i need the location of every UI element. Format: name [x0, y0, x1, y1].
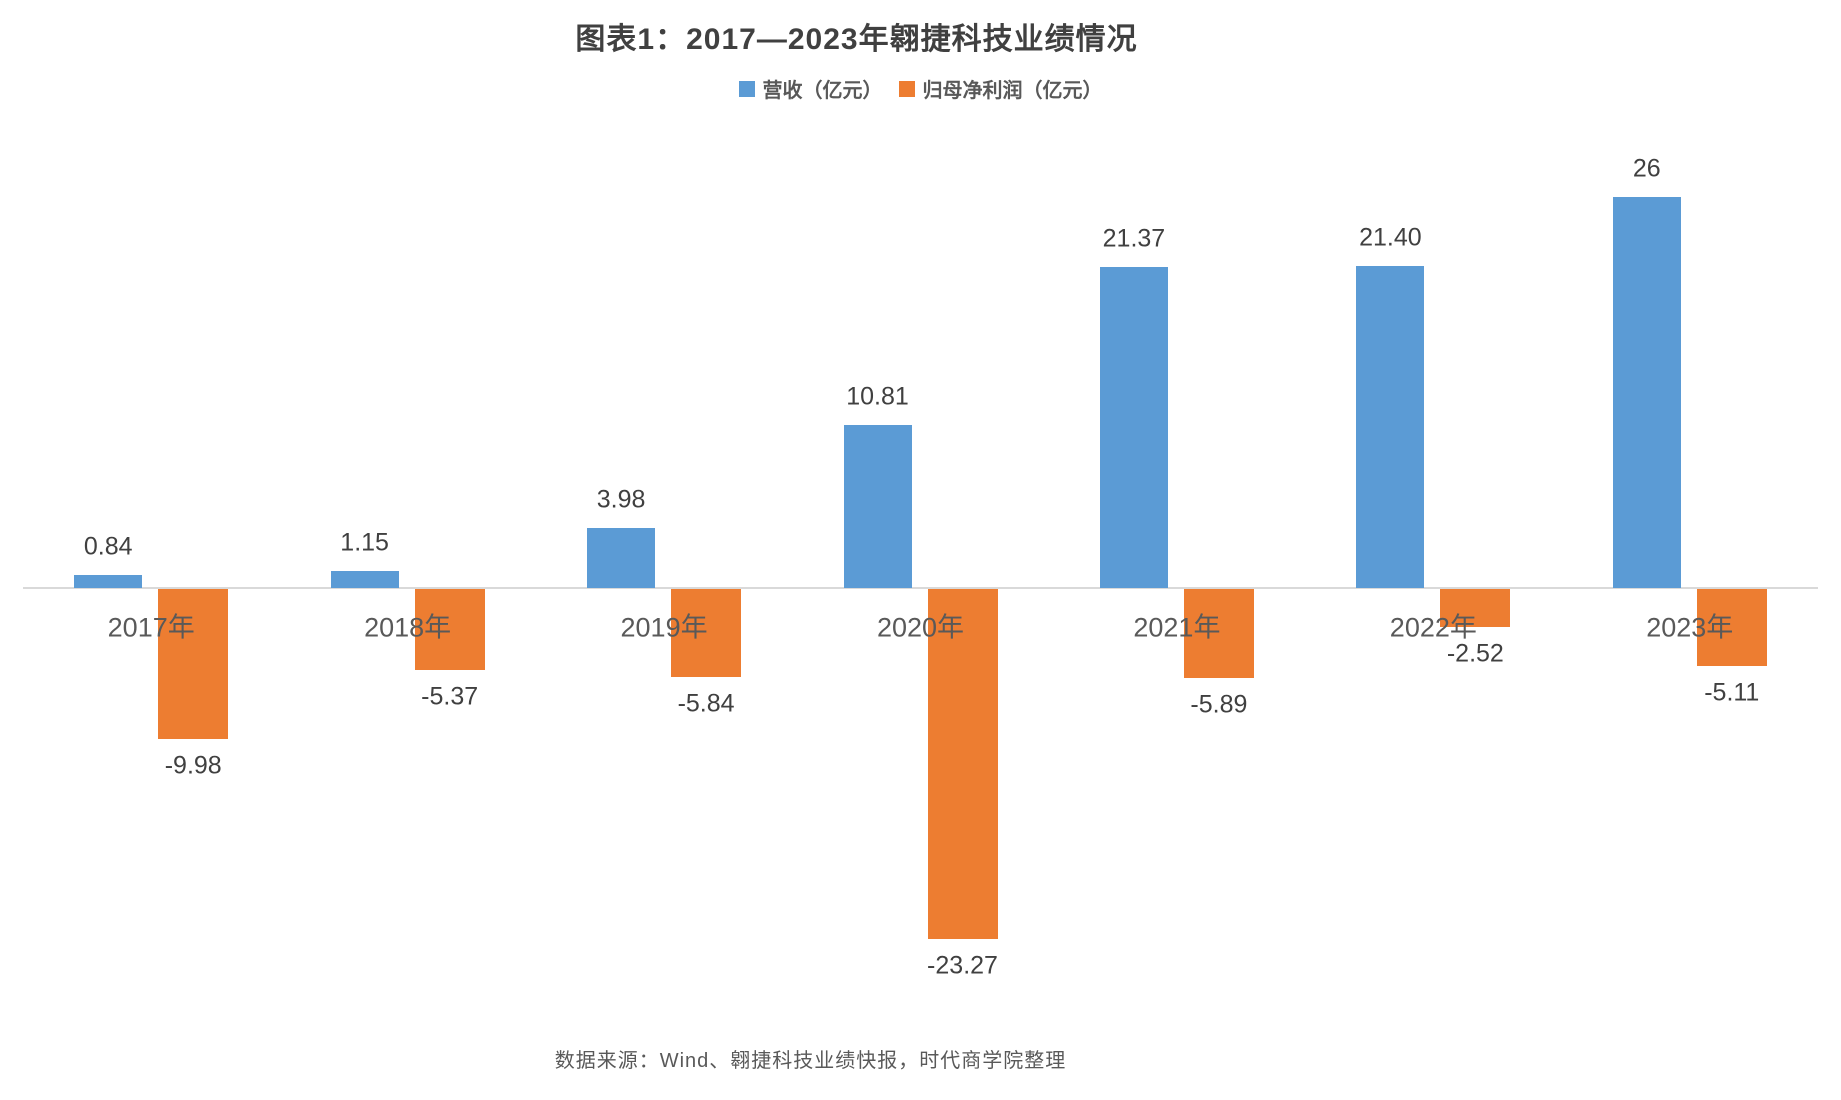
bar-revenue-2022年	[1356, 266, 1425, 588]
category-label-2019年: 2019年	[620, 612, 708, 643]
bar-revenue-2019年	[587, 528, 656, 588]
legend-item-net-profit: 归母净利润（亿元）	[898, 74, 1103, 103]
bar-revenue-2021年	[1099, 267, 1168, 588]
bar-net-profit-2017年	[158, 589, 229, 739]
bar-revenue-2017年	[74, 575, 143, 588]
legend-label-net-profit: 归母净利润（亿元）	[922, 80, 1103, 102]
value-label-revenue-2022年: 21.40	[1359, 223, 1422, 252]
bar-revenue-2018年	[330, 571, 399, 588]
bar-net-profit-2020年	[927, 589, 998, 939]
legend: 营收（亿元） 归母净利润（亿元）	[0, 74, 1841, 103]
value-label-revenue-2017年: 0.84	[83, 532, 133, 561]
value-label-revenue-2019年: 3.98	[596, 485, 646, 514]
value-label-net-profit-2020年: -23.27	[927, 951, 998, 980]
value-label-net-profit-2017年: -9.98	[164, 751, 222, 780]
bar-net-profit-2022年	[1440, 589, 1511, 627]
value-label-net-profit-2023年: -5.11	[1704, 678, 1760, 707]
source-note: 数据来源：Wind、翱捷科技业绩快报，时代商学院整理	[554, 1050, 1067, 1072]
bar-net-profit-2023年	[1696, 589, 1767, 666]
value-label-revenue-2020年: 10.81	[846, 382, 909, 411]
value-label-net-profit-2018年: -5.37	[421, 682, 479, 711]
x-axis-line	[23, 587, 1818, 589]
bar-revenue-2020年	[843, 425, 912, 588]
bar-net-profit-2018年	[414, 589, 485, 670]
value-label-net-profit-2021年: -5.89	[1190, 690, 1248, 719]
category-label-2018年: 2018年	[364, 612, 452, 643]
category-label-2020年: 2020年	[876, 612, 965, 643]
value-label-net-profit-2022年: -2.52	[1446, 639, 1504, 668]
value-label-net-profit-2019年: -5.84	[677, 689, 735, 718]
legend-swatch-net-profit	[898, 80, 915, 97]
bar-net-profit-2021年	[1183, 589, 1254, 678]
legend-swatch-revenue	[738, 80, 755, 97]
category-label-2022年: 2022年	[1389, 612, 1477, 643]
chart-title: 图表1：2017—2023年翱捷科技业绩情况	[575, 23, 1138, 56]
legend-item-revenue: 营收（亿元）	[738, 74, 883, 103]
bar-net-profit-2019年	[671, 589, 742, 677]
category-label-2023年: 2023年	[1646, 612, 1734, 643]
value-label-revenue-2018年: 1.15	[340, 528, 389, 557]
bar-revenue-2023年	[1612, 197, 1681, 588]
value-label-revenue-2021年: 21.37	[1102, 224, 1166, 253]
category-label-2017年: 2017年	[107, 612, 195, 643]
value-label-revenue-2023年: 26	[1632, 154, 1661, 183]
category-label-2021年: 2021年	[1133, 612, 1221, 643]
legend-label-revenue: 营收（亿元）	[762, 80, 883, 102]
